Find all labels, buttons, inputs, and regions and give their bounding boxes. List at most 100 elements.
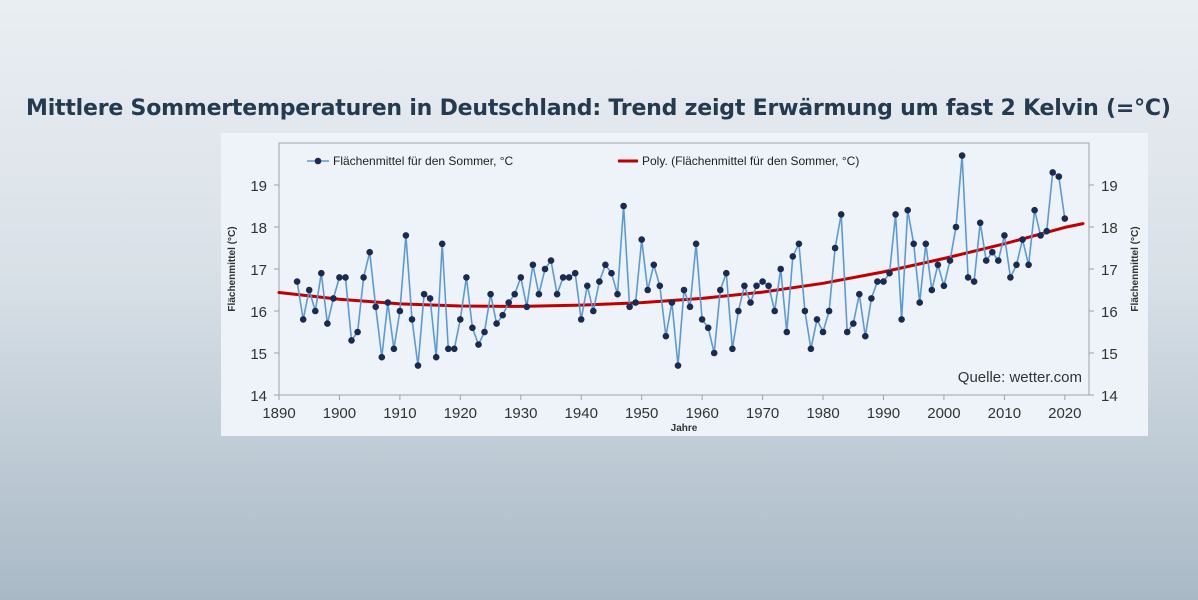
data-point bbox=[487, 290, 494, 298]
data-point bbox=[354, 328, 361, 336]
data-point bbox=[729, 345, 736, 353]
data-point bbox=[565, 274, 573, 281]
data-point bbox=[360, 274, 367, 281]
data-point bbox=[976, 219, 984, 227]
data-point bbox=[650, 261, 658, 269]
y-axis-title-right: Flächenmittel (°C) bbox=[1130, 226, 1141, 311]
data-point bbox=[946, 257, 954, 264]
data-point bbox=[1061, 215, 1069, 222]
data-point bbox=[753, 282, 760, 290]
data-point bbox=[668, 299, 676, 306]
data-point bbox=[626, 303, 633, 311]
trend-line bbox=[277, 222, 1085, 308]
data-point bbox=[765, 282, 772, 290]
data-point bbox=[535, 290, 543, 298]
data-point bbox=[662, 332, 670, 340]
data-point bbox=[928, 286, 936, 294]
data-point bbox=[735, 307, 742, 315]
data-point bbox=[825, 307, 833, 315]
y-axis-title-left: Flächenmittel (°C) bbox=[227, 226, 238, 311]
data-point bbox=[457, 316, 464, 323]
y-tick-label-right: 17 bbox=[1101, 262, 1118, 279]
data-point bbox=[517, 274, 525, 281]
y-tick-label-left: 19 bbox=[250, 178, 267, 195]
data-point bbox=[1001, 232, 1008, 239]
x-tick-label: 1950 bbox=[625, 405, 658, 422]
data-point bbox=[898, 316, 905, 323]
chart-panel: 14 14 15 15 16 16 17 17 18 18 19 19 1890 1900 1910 1920… bbox=[221, 133, 1148, 436]
data-point bbox=[414, 362, 422, 369]
data-point bbox=[571, 269, 579, 277]
data-point bbox=[408, 316, 416, 323]
legend-label-series: Flächenmittel für den Sommer, °C bbox=[333, 154, 514, 168]
data-point bbox=[910, 240, 917, 248]
data-point bbox=[874, 278, 881, 285]
x-tick-label: 1970 bbox=[746, 405, 779, 422]
x-tick-label: 1980 bbox=[806, 405, 839, 422]
data-point bbox=[783, 328, 791, 336]
data-point bbox=[330, 295, 337, 302]
x-tick-label: 1900 bbox=[323, 405, 356, 422]
data-point bbox=[759, 278, 766, 285]
data-point bbox=[632, 299, 639, 306]
data-point bbox=[481, 328, 488, 336]
data-point bbox=[505, 299, 512, 306]
data-point bbox=[801, 307, 809, 315]
data-point bbox=[892, 211, 899, 218]
data-point bbox=[584, 282, 591, 290]
x-tick-label: 1940 bbox=[565, 405, 598, 422]
data-point bbox=[541, 265, 549, 273]
y-tick-label-left: 18 bbox=[250, 220, 267, 237]
y-tick-label-left: 15 bbox=[250, 346, 267, 363]
data-point bbox=[432, 353, 440, 361]
y-tick-label-right: 15 bbox=[1101, 346, 1118, 363]
data-point bbox=[1031, 206, 1038, 214]
data-point bbox=[305, 286, 313, 294]
data-point bbox=[747, 299, 754, 306]
data-point bbox=[813, 316, 821, 323]
data-point bbox=[843, 328, 851, 336]
data-point bbox=[717, 286, 724, 294]
data-point bbox=[475, 341, 482, 348]
data-point bbox=[638, 236, 645, 243]
data-point bbox=[608, 269, 615, 277]
data-point bbox=[1055, 173, 1063, 180]
x-tick-label: 2000 bbox=[927, 405, 960, 422]
legend-label-trend: Poly. (Flächenmittel für den Sommer, °C) bbox=[642, 154, 859, 168]
data-point bbox=[1007, 274, 1014, 281]
data-point bbox=[1037, 232, 1044, 239]
data-point bbox=[795, 240, 803, 248]
y-tick-label-right: 16 bbox=[1101, 304, 1118, 321]
data-point bbox=[970, 278, 978, 285]
data-point bbox=[922, 240, 930, 248]
page-title: Mittlere Sommertemperaturen in Deutschla… bbox=[26, 96, 1171, 121]
data-point bbox=[958, 152, 966, 159]
data-point bbox=[771, 307, 778, 315]
data-point bbox=[868, 295, 875, 302]
x-tick-label: 1910 bbox=[383, 405, 416, 422]
data-point bbox=[602, 261, 609, 269]
data-point bbox=[837, 211, 845, 218]
data-point bbox=[995, 257, 1002, 264]
x-tick-label: 2020 bbox=[1048, 405, 1081, 422]
data-point bbox=[807, 345, 815, 353]
data-point bbox=[420, 290, 428, 298]
source-label: Quelle: wetter.com bbox=[958, 369, 1082, 386]
data-point bbox=[318, 269, 325, 277]
data-point bbox=[559, 274, 567, 281]
data-point bbox=[396, 307, 404, 315]
data-point bbox=[469, 324, 476, 332]
y-tick-label-right: 19 bbox=[1101, 178, 1118, 195]
data-point bbox=[372, 303, 379, 311]
data-point bbox=[426, 295, 434, 302]
data-point bbox=[1043, 227, 1050, 235]
y-tick-label-right: 14 bbox=[1101, 388, 1118, 405]
data-point bbox=[964, 274, 972, 281]
data-point bbox=[674, 362, 682, 369]
data-point bbox=[547, 257, 555, 264]
data-point bbox=[445, 345, 452, 353]
data-point bbox=[342, 274, 349, 281]
x-tick-label: 1930 bbox=[504, 405, 537, 422]
data-point bbox=[1049, 169, 1056, 176]
y-tick-label-right: 18 bbox=[1101, 220, 1118, 237]
